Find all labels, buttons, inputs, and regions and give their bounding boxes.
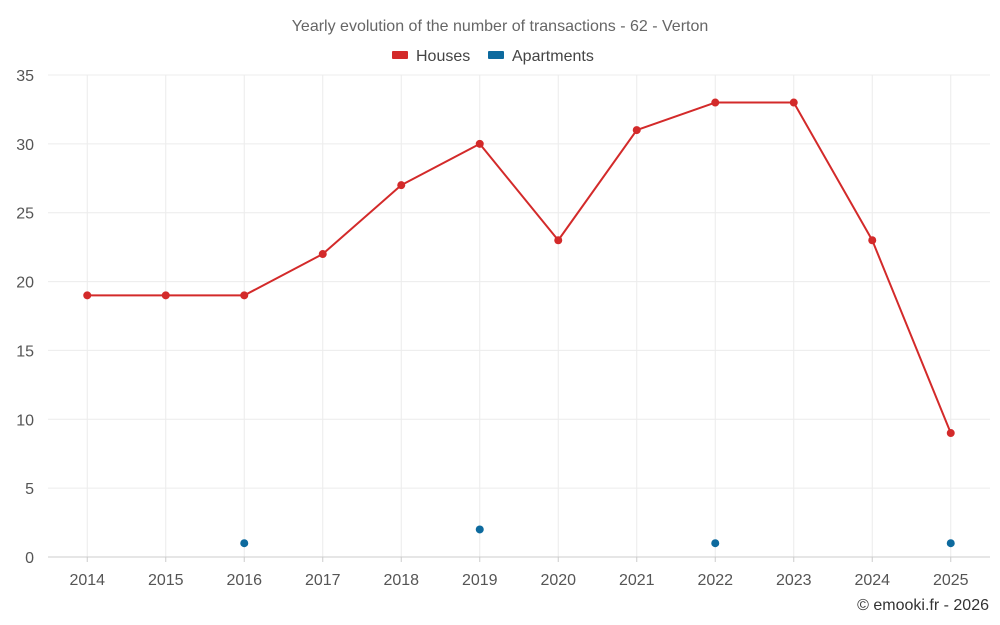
grid — [48, 74, 990, 557]
x-tick-label: 2017 — [305, 572, 341, 589]
data-point-houses[interactable] — [554, 236, 563, 245]
x-tick-label: 2014 — [69, 572, 105, 589]
data-point-houses[interactable] — [711, 98, 720, 107]
x-tick-label: 2018 — [383, 572, 419, 589]
data-point-apartments[interactable] — [946, 539, 955, 548]
x-tick-label: 2019 — [462, 572, 498, 589]
data-point-houses[interactable] — [868, 236, 877, 245]
series — [83, 98, 955, 548]
x-tick-label: 2016 — [226, 572, 262, 589]
data-point-houses[interactable] — [397, 181, 406, 190]
y-tick-label: 25 — [16, 206, 34, 223]
x-tick-label: 2015 — [148, 572, 184, 589]
x-tick-label: 2021 — [619, 572, 655, 589]
x-tick-label: 2020 — [540, 572, 576, 589]
x-tick-label: 2022 — [697, 572, 733, 589]
x-tick-label: 2024 — [854, 572, 890, 589]
y-tick-label: 15 — [16, 343, 34, 360]
legend: Houses Apartments — [392, 48, 594, 65]
y-tick-label: 30 — [16, 137, 34, 154]
y-tick-label: 10 — [16, 412, 34, 429]
data-point-houses[interactable] — [475, 139, 484, 148]
legend-swatch-apartments[interactable] — [488, 51, 504, 59]
y-tick-label: 0 — [25, 550, 34, 567]
x-tick-label: 2025 — [933, 572, 969, 589]
credit-text: © emooki.fr - 2026 — [857, 597, 989, 614]
data-point-apartments[interactable] — [475, 525, 484, 534]
legend-swatch-houses[interactable] — [392, 51, 408, 59]
y-tick-label: 5 — [25, 481, 34, 498]
data-point-houses[interactable] — [161, 291, 170, 300]
y-tick-label: 20 — [16, 275, 34, 292]
data-point-houses[interactable] — [240, 291, 249, 300]
data-point-houses[interactable] — [789, 98, 798, 107]
y-tick-label: 35 — [16, 68, 34, 85]
legend-label-houses[interactable]: Houses — [416, 48, 470, 65]
data-point-houses[interactable] — [318, 250, 327, 259]
chart-title: Yearly evolution of the number of transa… — [292, 18, 709, 35]
data-point-houses[interactable] — [632, 126, 641, 135]
data-point-houses[interactable] — [83, 291, 92, 300]
x-tick-label: 2023 — [776, 572, 812, 589]
series-line-houses — [87, 101, 952, 434]
data-point-apartments[interactable] — [240, 539, 249, 548]
legend-label-apartments[interactable]: Apartments — [512, 48, 594, 65]
data-point-apartments[interactable] — [711, 539, 720, 548]
data-point-houses[interactable] — [946, 429, 955, 438]
